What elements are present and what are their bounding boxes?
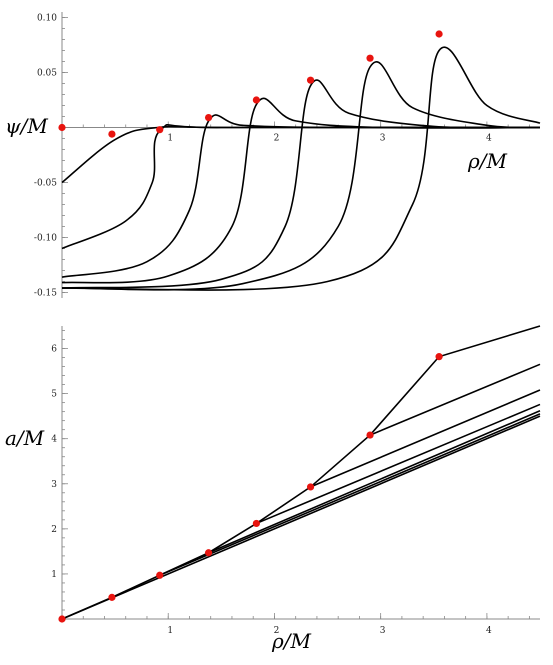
data-point-marker <box>366 54 374 62</box>
data-point-marker <box>252 96 260 104</box>
series-line-6 <box>61 61 541 291</box>
data-point-marker <box>58 615 66 623</box>
x-tick-label: 4 <box>486 134 492 144</box>
y-tick-label: 2 <box>51 525 57 535</box>
data-point-marker <box>156 571 164 579</box>
a-plot: 1 2 3 4 5 6 1 2 3 4 ρ/M a/M <box>5 325 541 653</box>
series-line-4 <box>256 403 541 525</box>
y-tick-label: 4 <box>51 435 57 445</box>
y-axis-title: ψ/M <box>5 114 48 138</box>
x-tick-label: 2 <box>274 626 280 636</box>
data-point-marker <box>366 431 374 439</box>
series-line-5 <box>61 79 541 289</box>
x-tick-label: 2 <box>274 134 280 144</box>
x-tick-label: 3 <box>380 626 386 636</box>
data-point-marker <box>306 483 315 491</box>
data-point-marker <box>435 30 443 38</box>
data-point-marker <box>306 76 315 84</box>
y-tick-label: 3 <box>51 480 57 490</box>
data-point-marker <box>156 126 164 134</box>
data-point-marker <box>58 123 66 132</box>
series-line-3 <box>310 389 541 488</box>
y-tick-label: -0.10 <box>34 234 57 244</box>
psi-plot: -0.15 -0.10 -0.05 0.05 0.10 1 2 3 4 ρ/M ψ/M <box>5 12 541 299</box>
x-tick-label: 4 <box>486 626 492 636</box>
series-line-5 <box>208 410 541 554</box>
y-tick-label: 0.05 <box>37 69 57 79</box>
y-tick-label: 5 <box>51 390 57 400</box>
x-axis-title: ρ/M <box>271 629 311 653</box>
y-tick-label: -0.05 <box>34 179 57 189</box>
series-line-2 <box>369 363 541 436</box>
y-axis-title: a/M <box>5 426 45 450</box>
series-line-7 <box>61 415 541 620</box>
series-line-1 <box>61 325 541 620</box>
y-tick-label: 6 <box>51 345 57 355</box>
data-point-marker <box>108 593 116 601</box>
x-tick-label: 3 <box>380 134 386 144</box>
y-tick-label: 0.10 <box>37 14 57 24</box>
y-tick-label: 1 <box>51 570 57 580</box>
data-point-marker <box>435 353 443 361</box>
x-tick-label: 1 <box>167 626 173 636</box>
series-line-4 <box>61 97 541 284</box>
x-tick-label: 1 <box>167 134 173 144</box>
data-point-marker <box>204 549 213 557</box>
data-point-marker <box>252 519 260 528</box>
data-point-marker <box>204 114 213 122</box>
y-tick-label: -0.15 <box>34 289 57 299</box>
x-axis-title: ρ/M <box>467 149 507 173</box>
data-point-marker <box>108 130 116 138</box>
series-line-6 <box>159 413 541 577</box>
series-line-7 <box>61 46 541 291</box>
